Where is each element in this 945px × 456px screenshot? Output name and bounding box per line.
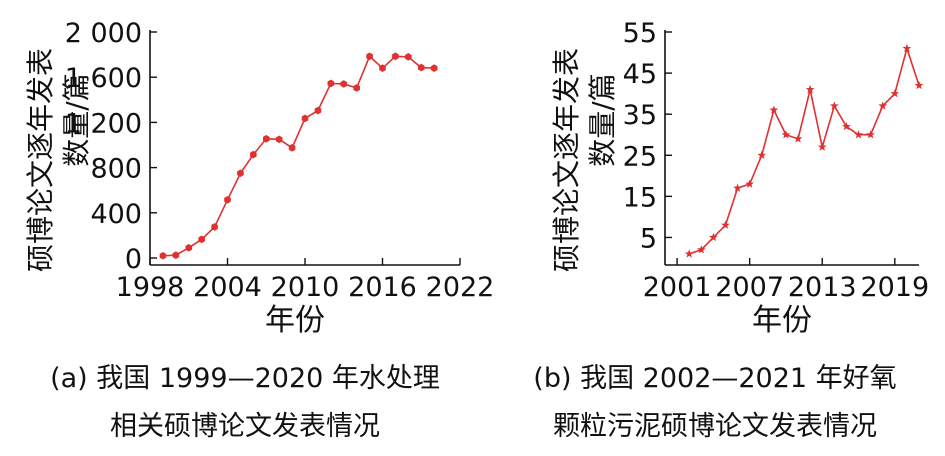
x-tick-label: 2013 [788,272,857,303]
data-point [769,105,779,114]
data-point [696,245,706,254]
series-line [162,54,435,257]
data-point [684,249,694,258]
data-point [340,80,348,88]
y-axis-label-line-2: 数量/篇 [60,73,93,166]
data-point [866,130,875,139]
y-tick-label: 25 [623,141,657,172]
caption-a-line-2: 相关硕博论文发表情况 [110,411,380,442]
x-tick-label: 2019 [860,272,929,303]
data-point [405,53,412,61]
caption-a-line-1: (a) 我国 1999—2020 年水处理 [50,363,440,394]
data-point [781,130,791,139]
data-point [757,150,767,159]
data-point [430,64,438,72]
y-tick-label: 400 [90,199,142,230]
y-tick-label: 2 000 [65,18,142,49]
data-point [159,251,167,260]
x-tick-label: 2007 [715,272,784,303]
x-tick-label: 2016 [348,272,417,303]
data-point [842,121,851,131]
chart-b: 5 15 25 35 45 55 2001 2007 2013 2019 年份 硕博论文逐年发表 数量/… [550,18,929,338]
data-point [366,52,373,61]
series-line [688,45,920,255]
data-point [733,183,742,192]
x-tick-label: 2004 [193,272,262,303]
data-point [379,64,386,72]
x-tick-label: 2022 [426,272,495,303]
y-tick-label: 1 600 [65,63,142,94]
y-tick-label: 15 [623,182,657,213]
y-tick-label: 1 200 [65,108,142,139]
chart-a: 0 400 800 1 200 1 600 2 000 1998 2004 2010 2016 20… [24,18,494,338]
data-point [817,142,827,151]
data-point [301,114,309,123]
caption-b-line-2: 颗粒污泥硕博论文发表情况 [553,411,877,442]
data-point [237,169,244,178]
data-point [211,223,218,231]
data-point [353,84,360,92]
data-point [417,63,425,72]
axes-0: 0 400 800 1 200 1 600 2 000 1998 2004 2010 2016 20… [24,18,494,338]
y-tick-label: 0 [125,244,142,275]
y-tick-label: 800 [90,154,142,185]
data-point [224,196,231,204]
axes-1: 5 15 25 35 45 55 2001 2007 2013 2019 年份 硕博论文逐年发表 数量/… [550,18,929,338]
data-point [275,135,283,144]
y-tick-label: 35 [623,100,657,131]
y-axis-label-line-1: 硕博论文逐年发表 [24,48,57,272]
x-tick-label: 2001 [643,272,712,303]
data-point [262,134,270,143]
data-point [854,130,863,139]
data-point [392,52,399,61]
data-point [829,101,839,110]
data-point [721,220,730,229]
data-point [250,150,257,159]
data-point [878,101,888,110]
y-axis-label-line-1: 硕博论文逐年发表 [550,48,583,272]
x-axis-label: 年份 [265,303,325,338]
y-tick-label: 5 [640,223,657,254]
data-point [902,43,912,53]
data-point [745,179,755,188]
x-axis-label: 年份 [752,303,812,338]
data-point [805,84,815,94]
data-point [172,251,180,259]
data-point [198,235,205,244]
data-point [914,80,924,90]
y-tick-label: 55 [623,18,657,49]
data-point [890,89,900,98]
x-tick-label: 1998 [116,272,185,303]
data-point [185,244,193,252]
data-point [288,144,296,152]
data-point [709,232,718,242]
x-tick-label: 2010 [271,272,340,303]
y-tick-label: 45 [623,59,657,90]
y-axis-label-line-2: 数量/篇 [586,73,619,166]
caption-b-line-1: (b) 我国 2002—2021 年好氧 [533,363,897,394]
data-point [327,79,335,88]
data-point [793,134,803,143]
data-point [314,106,322,115]
